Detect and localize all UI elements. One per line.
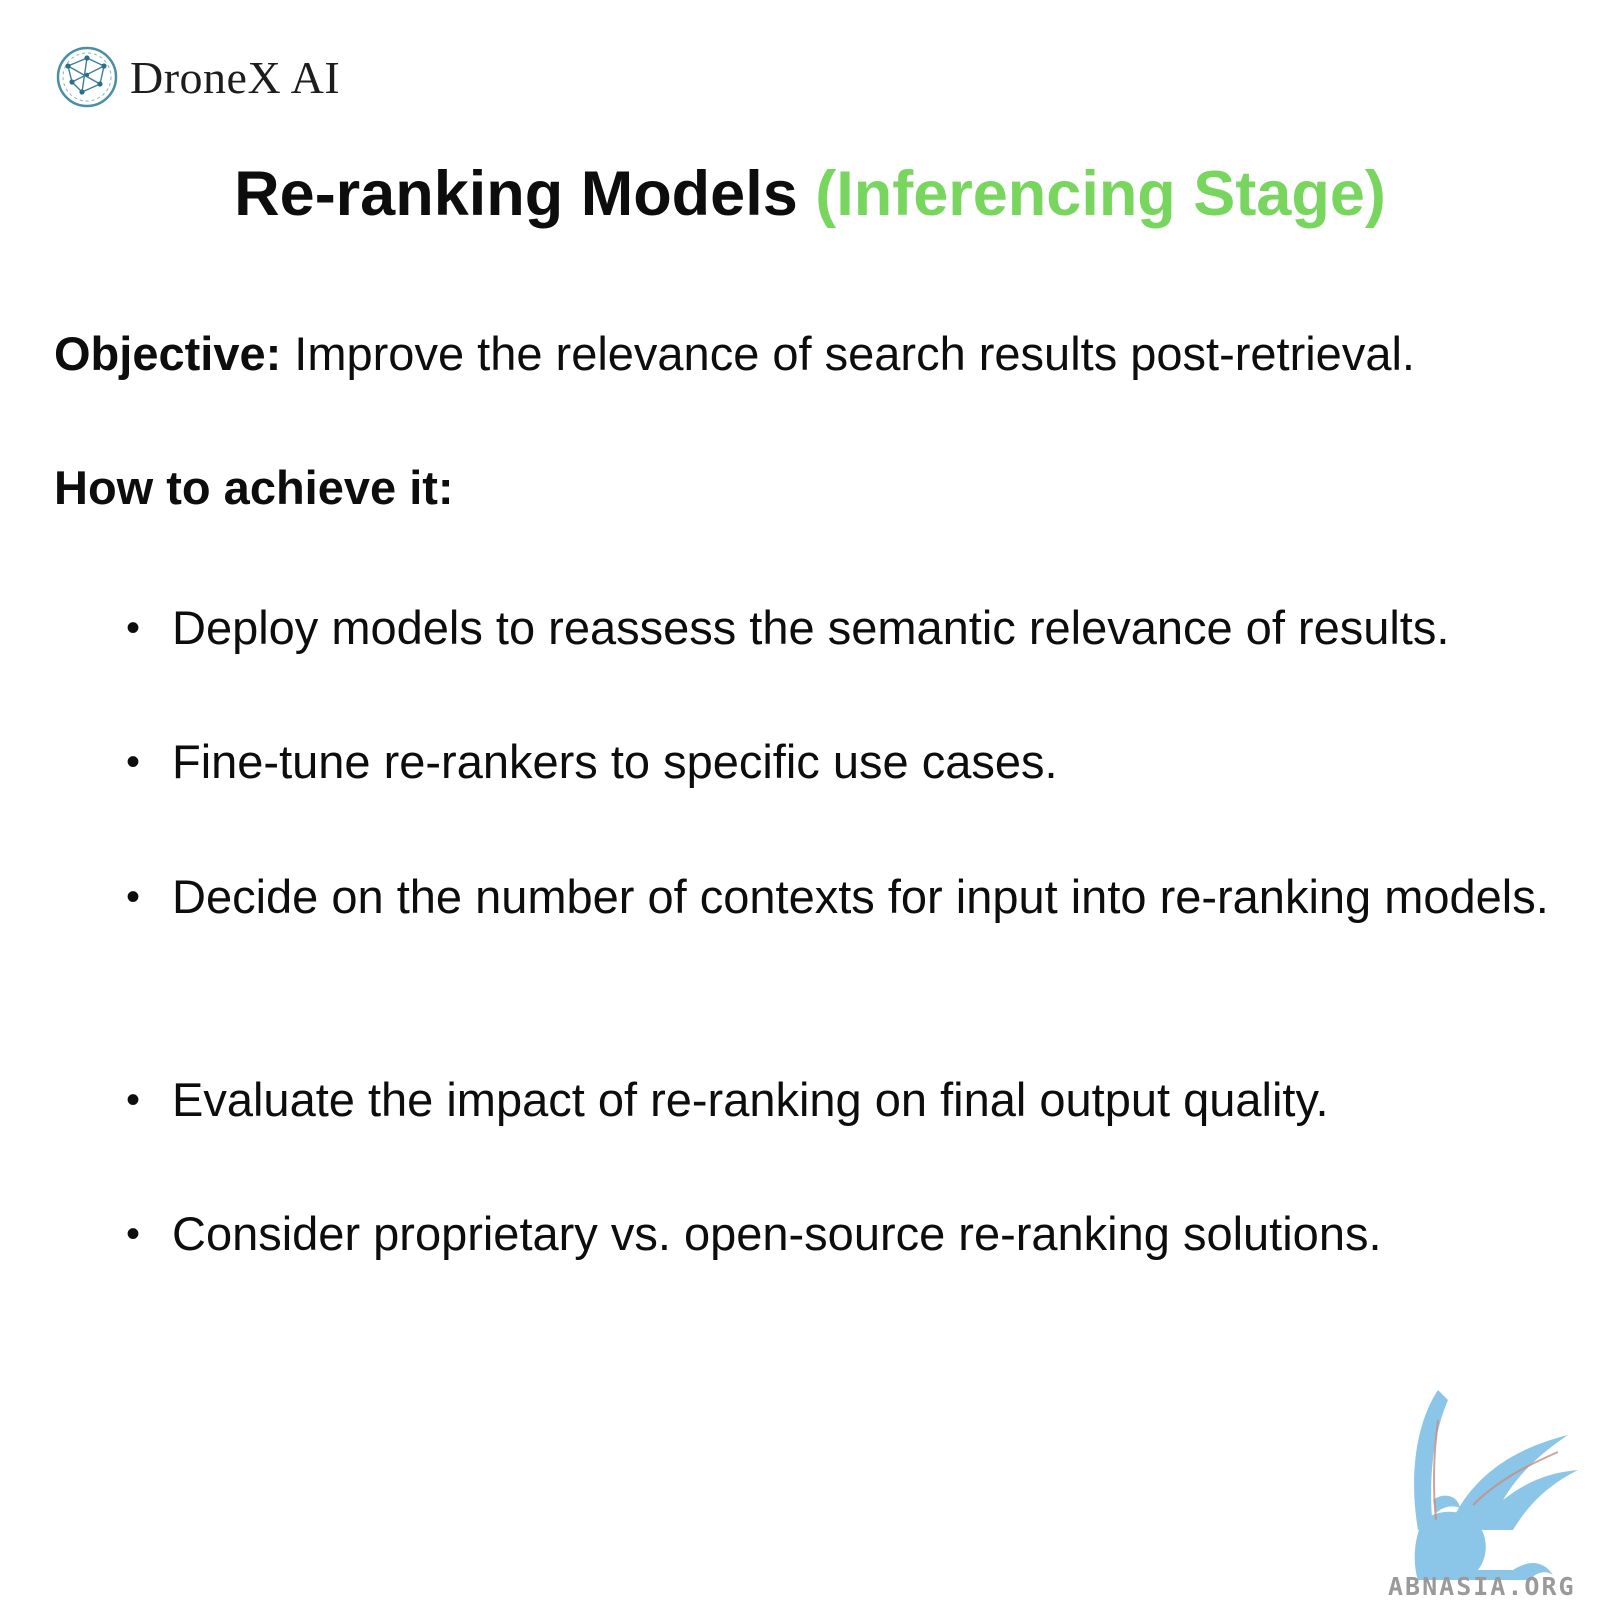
title-accent: (Inferencing Stage) — [815, 159, 1386, 229]
bullet-item: • Evaluate the impact of re-ranking on f… — [126, 1066, 1602, 1134]
watermark-text: ABNASIA.ORG — [1388, 1572, 1576, 1601]
slide-title: Re-ranking Models (Inferencing Stage) — [0, 158, 1620, 230]
objective-line: Objective: Improve the relevance of sear… — [54, 326, 1415, 381]
brand-name: DroneX AI — [130, 51, 341, 103]
griffin-logo-icon — [1414, 1390, 1578, 1580]
bullet-item: • Fine-tune re-rankers to specific use c… — [126, 728, 1602, 796]
bullet-marker: • — [126, 875, 141, 919]
bullet-text: Consider proprietary vs. open-source re-… — [172, 1207, 1382, 1260]
bullet-item: • Consider proprietary vs. open-source r… — [126, 1200, 1602, 1268]
bullet-text: Evaluate the impact of re-ranking on fin… — [172, 1073, 1329, 1126]
bullet-marker: • — [126, 740, 141, 784]
objective-text: Improve the relevance of search results … — [281, 327, 1415, 380]
bullet-text: Deploy models to reassess the semantic r… — [172, 601, 1450, 654]
bullet-marker: • — [126, 606, 141, 650]
bullet-item: • Deploy models to reassess the semantic… — [126, 594, 1602, 662]
bullet-text: Fine-tune re-rankers to specific use cas… — [172, 735, 1058, 788]
title-main: Re-ranking Models — [234, 159, 798, 229]
howto-heading: How to achieve it: — [54, 461, 454, 514]
objective-label: Objective: — [54, 327, 282, 380]
bullet-item: • Decide on the number of contexts for i… — [126, 863, 1602, 931]
network-globe-icon — [56, 46, 118, 108]
bullet-marker: • — [126, 1212, 141, 1256]
bullet-text: Decide on the number of contexts for inp… — [172, 870, 1549, 923]
bullet-marker: • — [126, 1078, 141, 1122]
brand-logo: DroneX AI — [54, 44, 340, 110]
